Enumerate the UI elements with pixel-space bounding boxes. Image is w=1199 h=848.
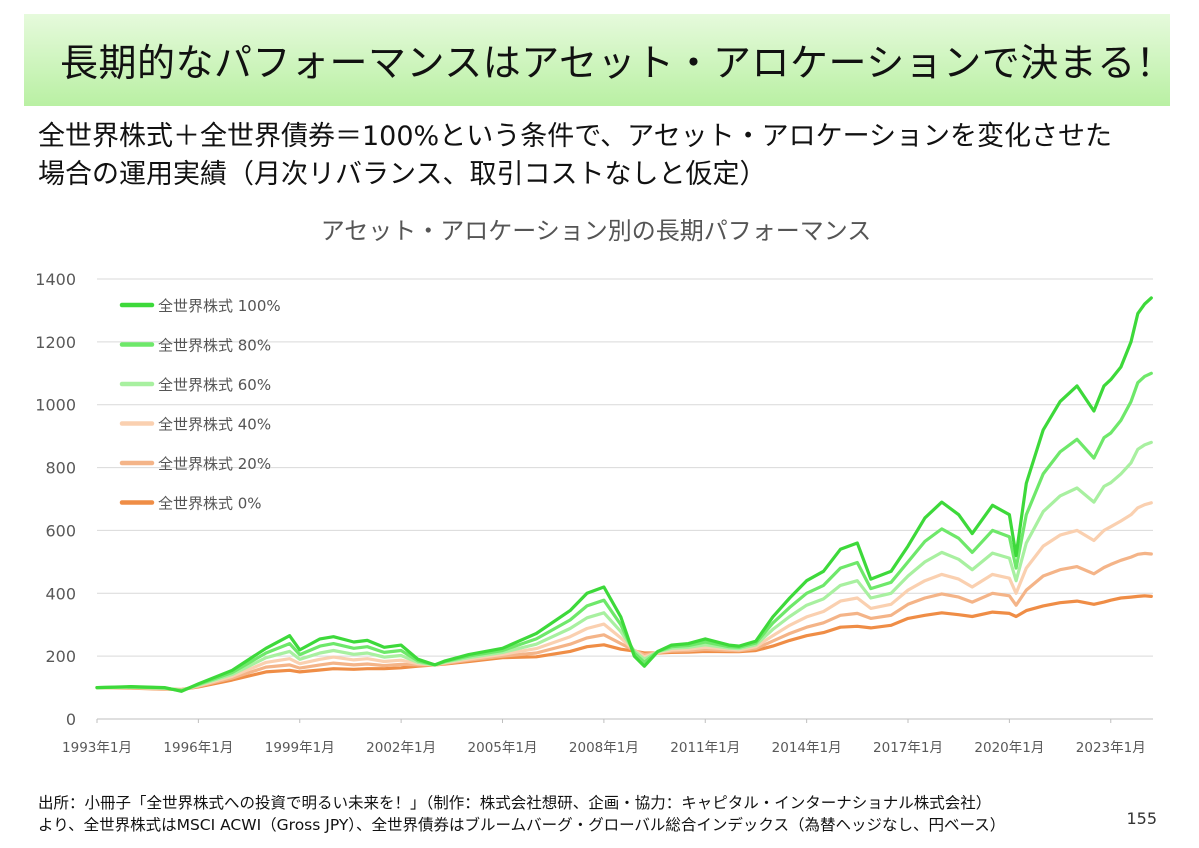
y-tick-label: 200 [45, 647, 76, 666]
y-tick-label: 600 [45, 521, 76, 540]
legend-label: 全世界株式 0% [158, 495, 262, 513]
x-tick-label: 2023年1月 [1076, 740, 1146, 756]
legend-label: 全世界株式 60% [158, 376, 271, 394]
performance-chart: アセット・アロケーション別の長期パフォーマンス 0 200 400 600 800 100… [35, 217, 1153, 756]
x-tick-label: 1999年1月 [265, 740, 335, 756]
axes: 0 200 400 600 800 1000 1200 1400 1993年1月 1996年1月 1… [35, 270, 1145, 756]
series-line [95, 296, 1153, 693]
source-line-1: 出所：小冊子「全世界株式への投資で明るい未来を！」（制作：株式会社想研、企画・協… [38, 794, 992, 812]
page-number: 155 [1126, 809, 1157, 828]
legend-label: 全世界株式 80% [158, 337, 271, 355]
x-tick-label: 2002年1月 [366, 740, 436, 756]
series-line [95, 440, 1153, 692]
legend-label: 全世界株式 40% [158, 416, 271, 434]
legend: 全世界株式 100% 全世界株式 80% 全世界株式 60% 全世界株式 40% 全世界… [119, 297, 281, 513]
chart-title: アセット・アロケーション別の長期パフォーマンス [321, 217, 872, 245]
series-lines [95, 296, 1153, 693]
x-tick-label: 2017年1月 [873, 740, 943, 756]
y-tick-label: 1000 [35, 396, 76, 415]
subtitle-line-2: 場合の運用実績（月次リバランス、取引コストなしと仮定） [38, 159, 767, 190]
slide-subtitle: 全世界株式＋全世界債券＝100%という条件で、アセット・アロケーションを変化させ… [38, 118, 1178, 194]
series-line [95, 551, 1153, 692]
title-banner: 長期的なパフォーマンスはアセット・アロケーションで決まる！ [24, 14, 1174, 106]
x-tick-label: 2008年1月 [569, 740, 639, 756]
y-tick-label: 800 [45, 459, 76, 478]
legend-label: 全世界株式 100% [158, 297, 281, 315]
y-tick-label: 0 [66, 710, 76, 729]
y-tick-label: 1200 [35, 333, 76, 352]
source-line-2: より、全世界株式はMSCI ACWI（Gross JPY）、全世界債券はブルーム… [38, 816, 1006, 834]
slide-title: 長期的なパフォーマンスはアセット・アロケーションで決まる！ [60, 41, 1175, 85]
x-tick-label: 2014年1月 [772, 740, 842, 756]
subtitle-line-1: 全世界株式＋全世界債券＝100%という条件で、アセット・アロケーションを変化させ… [38, 121, 1113, 152]
series-line [95, 501, 1153, 692]
legend-label: 全世界株式 20% [158, 455, 271, 473]
x-tick-label: 2011年1月 [670, 740, 740, 756]
x-tick-label: 1993年1月 [62, 740, 132, 756]
x-tick-label: 2020年1月 [974, 740, 1044, 756]
x-tick-label: 2005年1月 [468, 740, 538, 756]
source-note: 出所：小冊子「全世界株式への投資で明るい未来を！」（制作：株式会社想研、企画・協… [38, 792, 1005, 836]
x-tick-label: 1996年1月 [163, 740, 233, 756]
series-line [95, 371, 1153, 693]
y-tick-label: 1400 [35, 270, 76, 289]
y-tick-label: 400 [45, 584, 76, 603]
